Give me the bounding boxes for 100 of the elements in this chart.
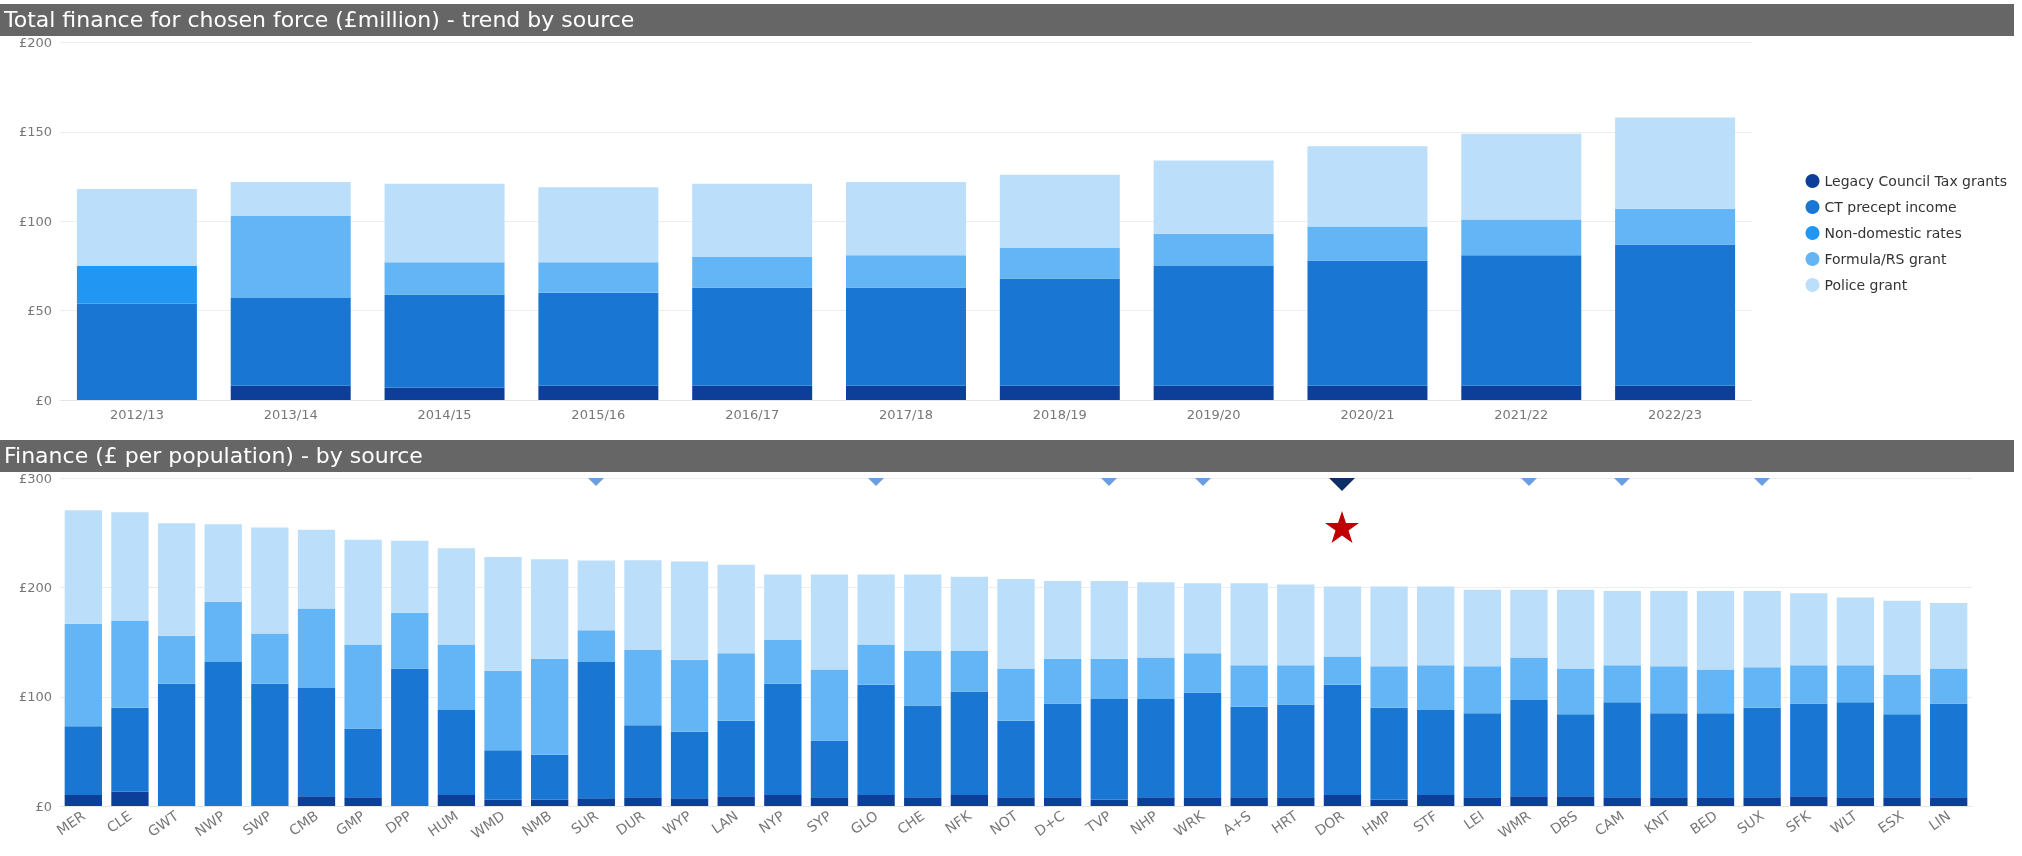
- y-tick-label: £0: [35, 392, 52, 408]
- x-tick-label: CHE: [894, 807, 928, 838]
- bar: [624, 797, 662, 806]
- bar: [384, 262, 505, 295]
- bar: [1461, 255, 1582, 386]
- bar: [1153, 265, 1274, 386]
- bar: [810, 669, 849, 741]
- bar: [111, 707, 149, 792]
- bar: [111, 512, 149, 621]
- legend-label: Legacy Council Tax grants: [1824, 173, 2008, 189]
- bar: [846, 181, 966, 256]
- legend-label: CT precept income: [1824, 199, 1957, 215]
- x-tick-label: WLT: [1827, 807, 1861, 837]
- x-tick-label: DBS: [1547, 807, 1581, 838]
- x-tick-label: LAN: [708, 807, 741, 837]
- bar: [297, 688, 336, 797]
- bar: [1461, 133, 1582, 220]
- x-tick-label: 2021/22: [1494, 407, 1549, 422]
- x-tick-label: DPP: [382, 807, 415, 837]
- x-tick-label: NFK: [942, 806, 975, 837]
- x-tick-label: 2022/23: [1648, 407, 1703, 422]
- bar: [297, 529, 336, 609]
- x-tick-label: NHP: [1127, 807, 1161, 838]
- bar: [1230, 583, 1268, 666]
- bar: [1370, 666, 1408, 708]
- bar: [1836, 597, 1875, 666]
- bar: [344, 644, 382, 729]
- bar: [538, 292, 659, 386]
- bar: [1603, 702, 1641, 798]
- bar: [1615, 208, 1736, 245]
- bar: [437, 644, 476, 710]
- bar: [384, 294, 505, 388]
- bar: [1790, 665, 1828, 704]
- x-tick-label: GLO: [847, 807, 881, 838]
- y-tick-label: £50: [27, 303, 52, 319]
- bar: [1230, 665, 1268, 707]
- bar: [1930, 703, 1968, 798]
- bar: [1930, 797, 1968, 806]
- x-tick-label: GMP: [332, 807, 368, 839]
- bar: [1615, 244, 1736, 386]
- x-tick-label: 2018/19: [1032, 407, 1087, 422]
- bar: [1556, 668, 1595, 715]
- bar: [624, 560, 662, 650]
- bar: [204, 601, 242, 662]
- bar: [577, 560, 615, 631]
- bar: [230, 181, 351, 216]
- bar: [384, 387, 505, 400]
- bar: [344, 539, 382, 645]
- bar: [1043, 581, 1082, 659]
- bar: [904, 705, 942, 798]
- bar: [577, 661, 615, 799]
- bar: [1370, 707, 1408, 800]
- bar: [1417, 709, 1455, 796]
- bar: [1277, 704, 1315, 798]
- bar: [1603, 590, 1641, 666]
- bar: [670, 731, 709, 799]
- bar: [76, 189, 197, 266]
- bar: [484, 799, 522, 806]
- legend-label: Police grant: [1824, 277, 1908, 293]
- bar: [1790, 593, 1828, 666]
- bar: [1090, 658, 1128, 700]
- bar: [950, 576, 989, 651]
- bar: [670, 798, 709, 806]
- bar: [1615, 117, 1736, 209]
- bar: [1137, 797, 1175, 806]
- bar: [1615, 385, 1736, 400]
- bar: [904, 797, 942, 806]
- y-tick-label: £150: [18, 124, 52, 140]
- bar: [1153, 385, 1274, 400]
- x-tick-label: LEI: [1460, 807, 1487, 833]
- bar: [111, 620, 149, 708]
- bar: [577, 630, 615, 662]
- bar: [1743, 667, 1781, 708]
- bar: [1696, 797, 1735, 806]
- y-tick-label: £300: [18, 471, 52, 486]
- bar: [624, 725, 662, 798]
- bar: [76, 265, 197, 304]
- bar: [391, 540, 429, 613]
- bar: [1183, 797, 1222, 806]
- bar: [484, 750, 522, 800]
- bar: [1183, 692, 1222, 798]
- bar: [1510, 589, 1548, 658]
- bar: [1696, 590, 1735, 670]
- bar: [230, 215, 351, 299]
- bar: [484, 557, 522, 671]
- x-tick-label: TVP: [1082, 807, 1114, 837]
- bar: [904, 574, 942, 651]
- bar: [391, 612, 429, 669]
- bar: [692, 183, 813, 257]
- bar: [391, 668, 429, 806]
- bar: [1930, 602, 1968, 669]
- bar: [1743, 590, 1781, 668]
- x-tick-label: NYP: [755, 807, 788, 837]
- bar: [251, 527, 289, 634]
- bar: [251, 633, 289, 684]
- bar: [64, 623, 102, 727]
- bar: [1883, 797, 1921, 806]
- bar: [1650, 797, 1688, 806]
- y-tick-label: £0: [35, 798, 52, 814]
- bar: [1510, 657, 1548, 701]
